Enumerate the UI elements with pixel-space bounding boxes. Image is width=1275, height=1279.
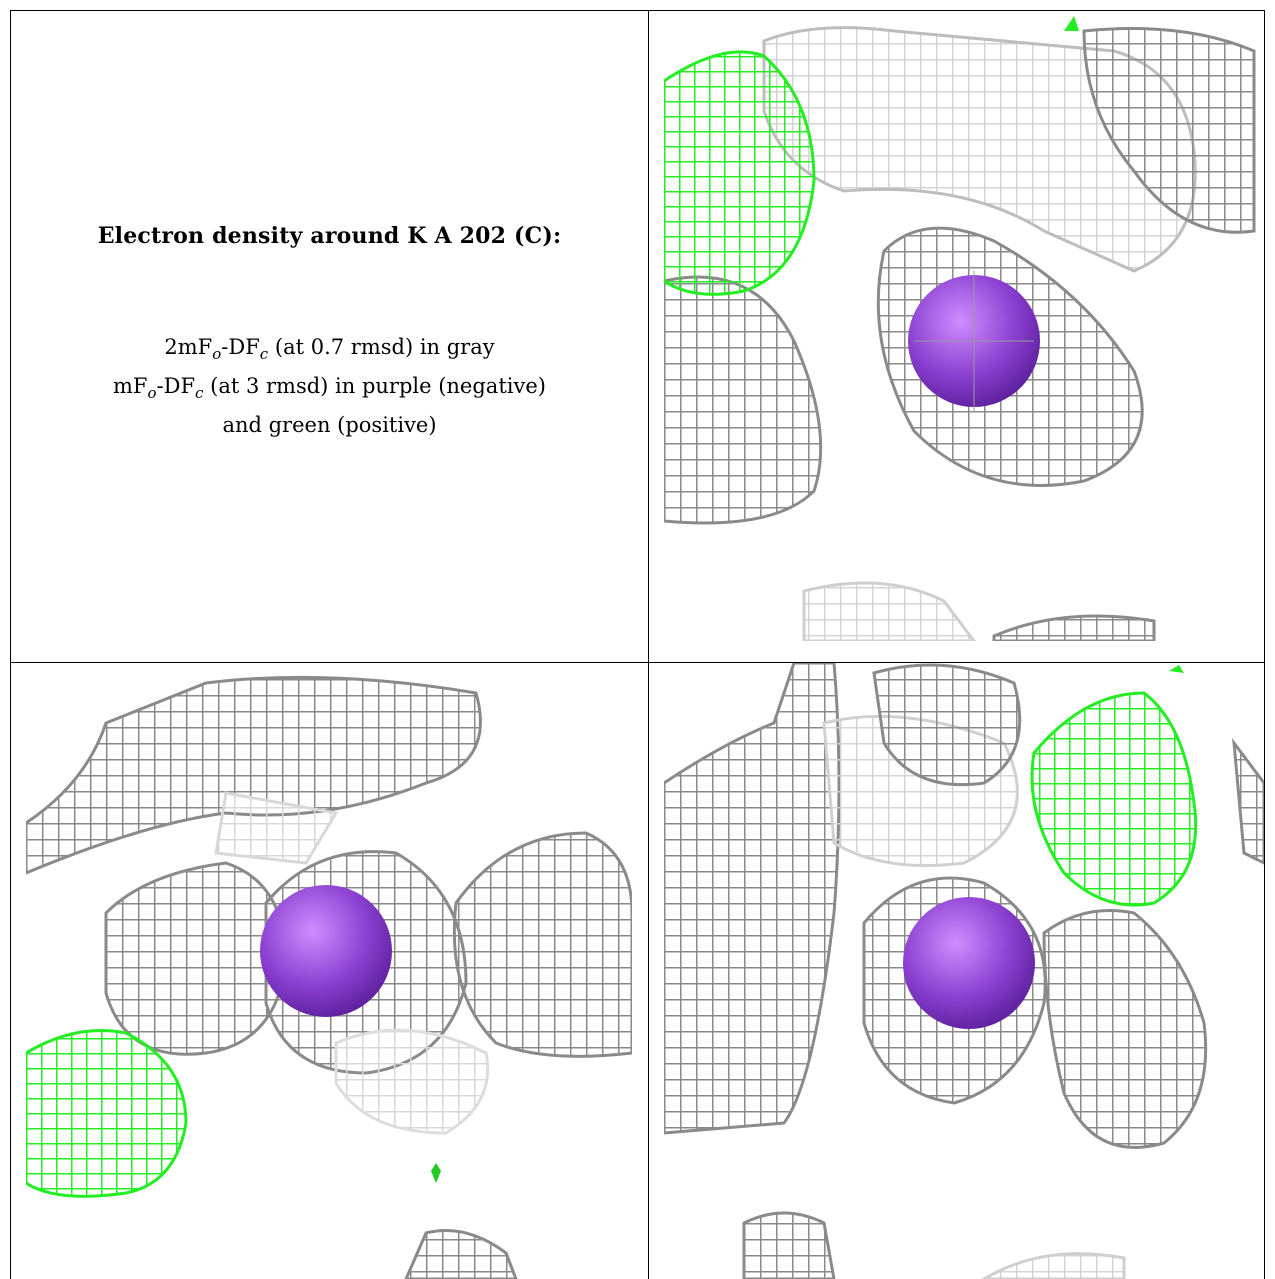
figure-legend: 2mFo-DFc (at 0.7 rmsd) in gray mFo-DFc (… xyxy=(11,331,648,441)
middle-divider xyxy=(648,10,649,1279)
top-border xyxy=(10,10,1265,11)
figure-title: Electron density around K A 202 (C): xyxy=(97,223,562,249)
legend-line-3: and green (positive) xyxy=(222,413,437,438)
left-border xyxy=(10,10,11,1279)
figure-frame: Electron density around K A 202 (C): 2mF… xyxy=(10,10,1265,1279)
density-map-icon xyxy=(664,16,1256,641)
density-map-icon xyxy=(26,675,632,1279)
density-panel-2 xyxy=(26,663,632,1279)
legend-line-1: 2mFo-DFc (at 0.7 rmsd) in gray xyxy=(164,335,495,364)
density-map-icon xyxy=(664,663,1264,1279)
row-divider xyxy=(10,662,1265,663)
density-panel-1 xyxy=(664,11,1264,641)
density-panel-3 xyxy=(664,663,1264,1279)
right-border xyxy=(1264,10,1265,1279)
caption-cell: Electron density around K A 202 (C): 2mF… xyxy=(11,11,648,662)
legend-line-2: mFo-DFc (at 3 rmsd) in purple (negative) xyxy=(113,374,546,403)
